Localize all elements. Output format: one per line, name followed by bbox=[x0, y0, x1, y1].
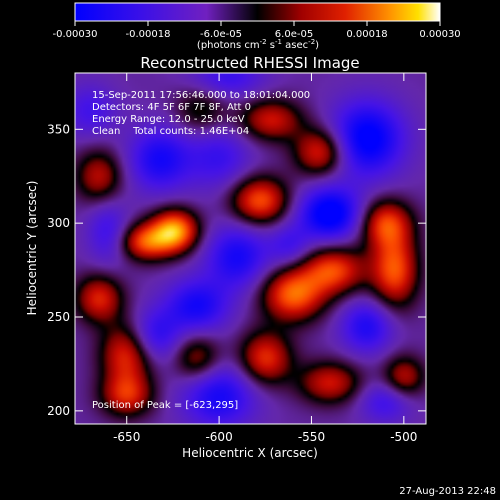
annotation-clean: Clean Total counts: 1.46E+04 bbox=[92, 126, 249, 137]
x-tick-label: -500 bbox=[390, 430, 417, 444]
x-tick-label: -650 bbox=[113, 430, 140, 444]
colorbar-ticks bbox=[74, 21, 441, 26]
x-axis-label: Heliocentric X (arcsec) bbox=[182, 446, 318, 460]
chart-title: Reconstructed RHESSI Image bbox=[140, 54, 359, 72]
colorbar-tick-label: -0.00018 bbox=[126, 29, 171, 40]
annotation-time: 15-Sep-2011 17:56:46.000 to 18:01:04.000 bbox=[92, 90, 310, 101]
y-tick-label: 250 bbox=[47, 310, 70, 324]
heatmap-image bbox=[75, 73, 426, 424]
annotation-energy: Energy Range: 12.0 - 25.0 keV bbox=[92, 114, 245, 125]
y-tick-label: 300 bbox=[47, 216, 70, 230]
annotations: 15-Sep-2011 17:56:46.000 to 18:01:04.000… bbox=[92, 90, 310, 411]
plot-frame bbox=[74, 72, 427, 425]
y-tick-label: 350 bbox=[47, 122, 70, 136]
y-axis: 200 250 300 350 bbox=[47, 122, 426, 418]
colorbar-gradient bbox=[74, 2, 441, 22]
annotation-peak: Position of Peak = [-623,295] bbox=[92, 400, 238, 411]
plot-area: -650 -600 -550 -500 200 250 300 350 bbox=[47, 72, 427, 444]
footer-timestamp: 27-Aug-2013 22:48 bbox=[399, 486, 496, 497]
y-tick-label: 200 bbox=[47, 404, 70, 418]
colorbar: -0.00030 -0.00018 -6.0e-05 6.0e-05 0.00018 0.… bbox=[53, 2, 461, 51]
colorbar-tick-label: 0.00030 bbox=[419, 29, 460, 40]
colorbar-units: (photons cm-2 s-1 asec-2) bbox=[197, 38, 319, 51]
colorbar-tick-label: -6.0e-05 bbox=[200, 29, 242, 40]
x-tick-label: -600 bbox=[205, 430, 232, 444]
colorbar-tick-label: 6.0e-05 bbox=[275, 29, 313, 40]
x-tick-label: -550 bbox=[298, 430, 325, 444]
colorbar-tick-label: -0.00030 bbox=[53, 29, 98, 40]
y-axis-label: Heliocentric Y (arcsec) bbox=[25, 181, 39, 316]
colorbar-tick-label: 0.00018 bbox=[346, 29, 387, 40]
annotation-detectors: Detectors: 4F 5F 6F 7F 8F, Att 0 bbox=[92, 102, 251, 113]
colorbar-tick-labels: -0.00030 -0.00018 -6.0e-05 6.0e-05 0.00018 0.… bbox=[53, 29, 461, 40]
x-axis: -650 -600 -550 -500 bbox=[113, 73, 417, 444]
